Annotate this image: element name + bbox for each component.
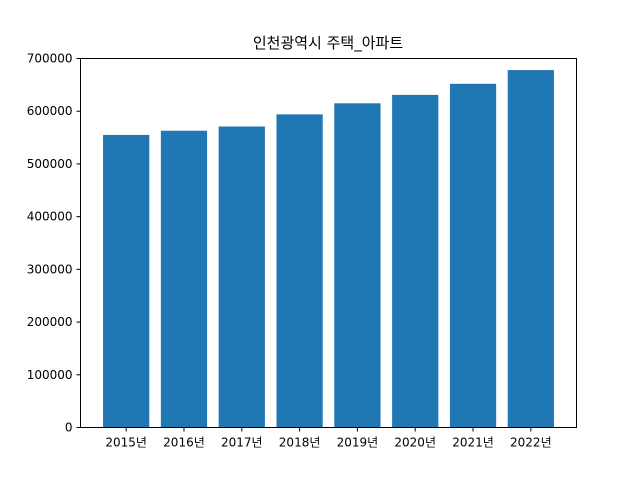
- x-tick-label: 2016년: [163, 436, 205, 450]
- bar-2019년: [334, 103, 381, 428]
- x-tick-label: 2019년: [337, 436, 379, 450]
- x-tick-label: 2018년: [279, 436, 321, 450]
- chart-title: 인천광역시 주택_아파트: [253, 34, 403, 53]
- y-tick-label: 200000: [27, 315, 73, 329]
- y-tick-label: 700000: [27, 52, 73, 66]
- y-tick-label: 300000: [27, 262, 73, 276]
- y-tick-label: 100000: [27, 368, 73, 382]
- x-tick-label: 2021년: [452, 436, 494, 450]
- x-axis: 2015년 2016년 2017년 2018년 2019년 2020년 2021년 2022년: [105, 427, 552, 450]
- axes-frame: [80, 58, 577, 428]
- x-tick-label: 2022년: [510, 436, 552, 450]
- y-tick-label: 400000: [27, 210, 73, 224]
- bar-2015년: [103, 134, 150, 428]
- bar-2017년: [218, 126, 265, 428]
- x-tick-label: 2017년: [221, 436, 263, 450]
- y-tick-label: 600000: [27, 104, 73, 118]
- y-tick-label: 0: [65, 421, 73, 435]
- bar-2021년: [449, 83, 497, 428]
- x-tick-label: 2015년: [105, 436, 147, 450]
- bars-layer: [103, 70, 554, 428]
- y-tick-label: 500000: [27, 157, 73, 171]
- bar-2022년: [507, 70, 554, 428]
- bar-2020년: [392, 94, 439, 428]
- y-axis: 0 100000 200000 300000 400000 500000 600000 700…: [27, 52, 81, 435]
- x-tick-label: 2020년: [394, 436, 436, 450]
- bar-2016년: [160, 130, 208, 428]
- bar-2018년: [276, 114, 323, 428]
